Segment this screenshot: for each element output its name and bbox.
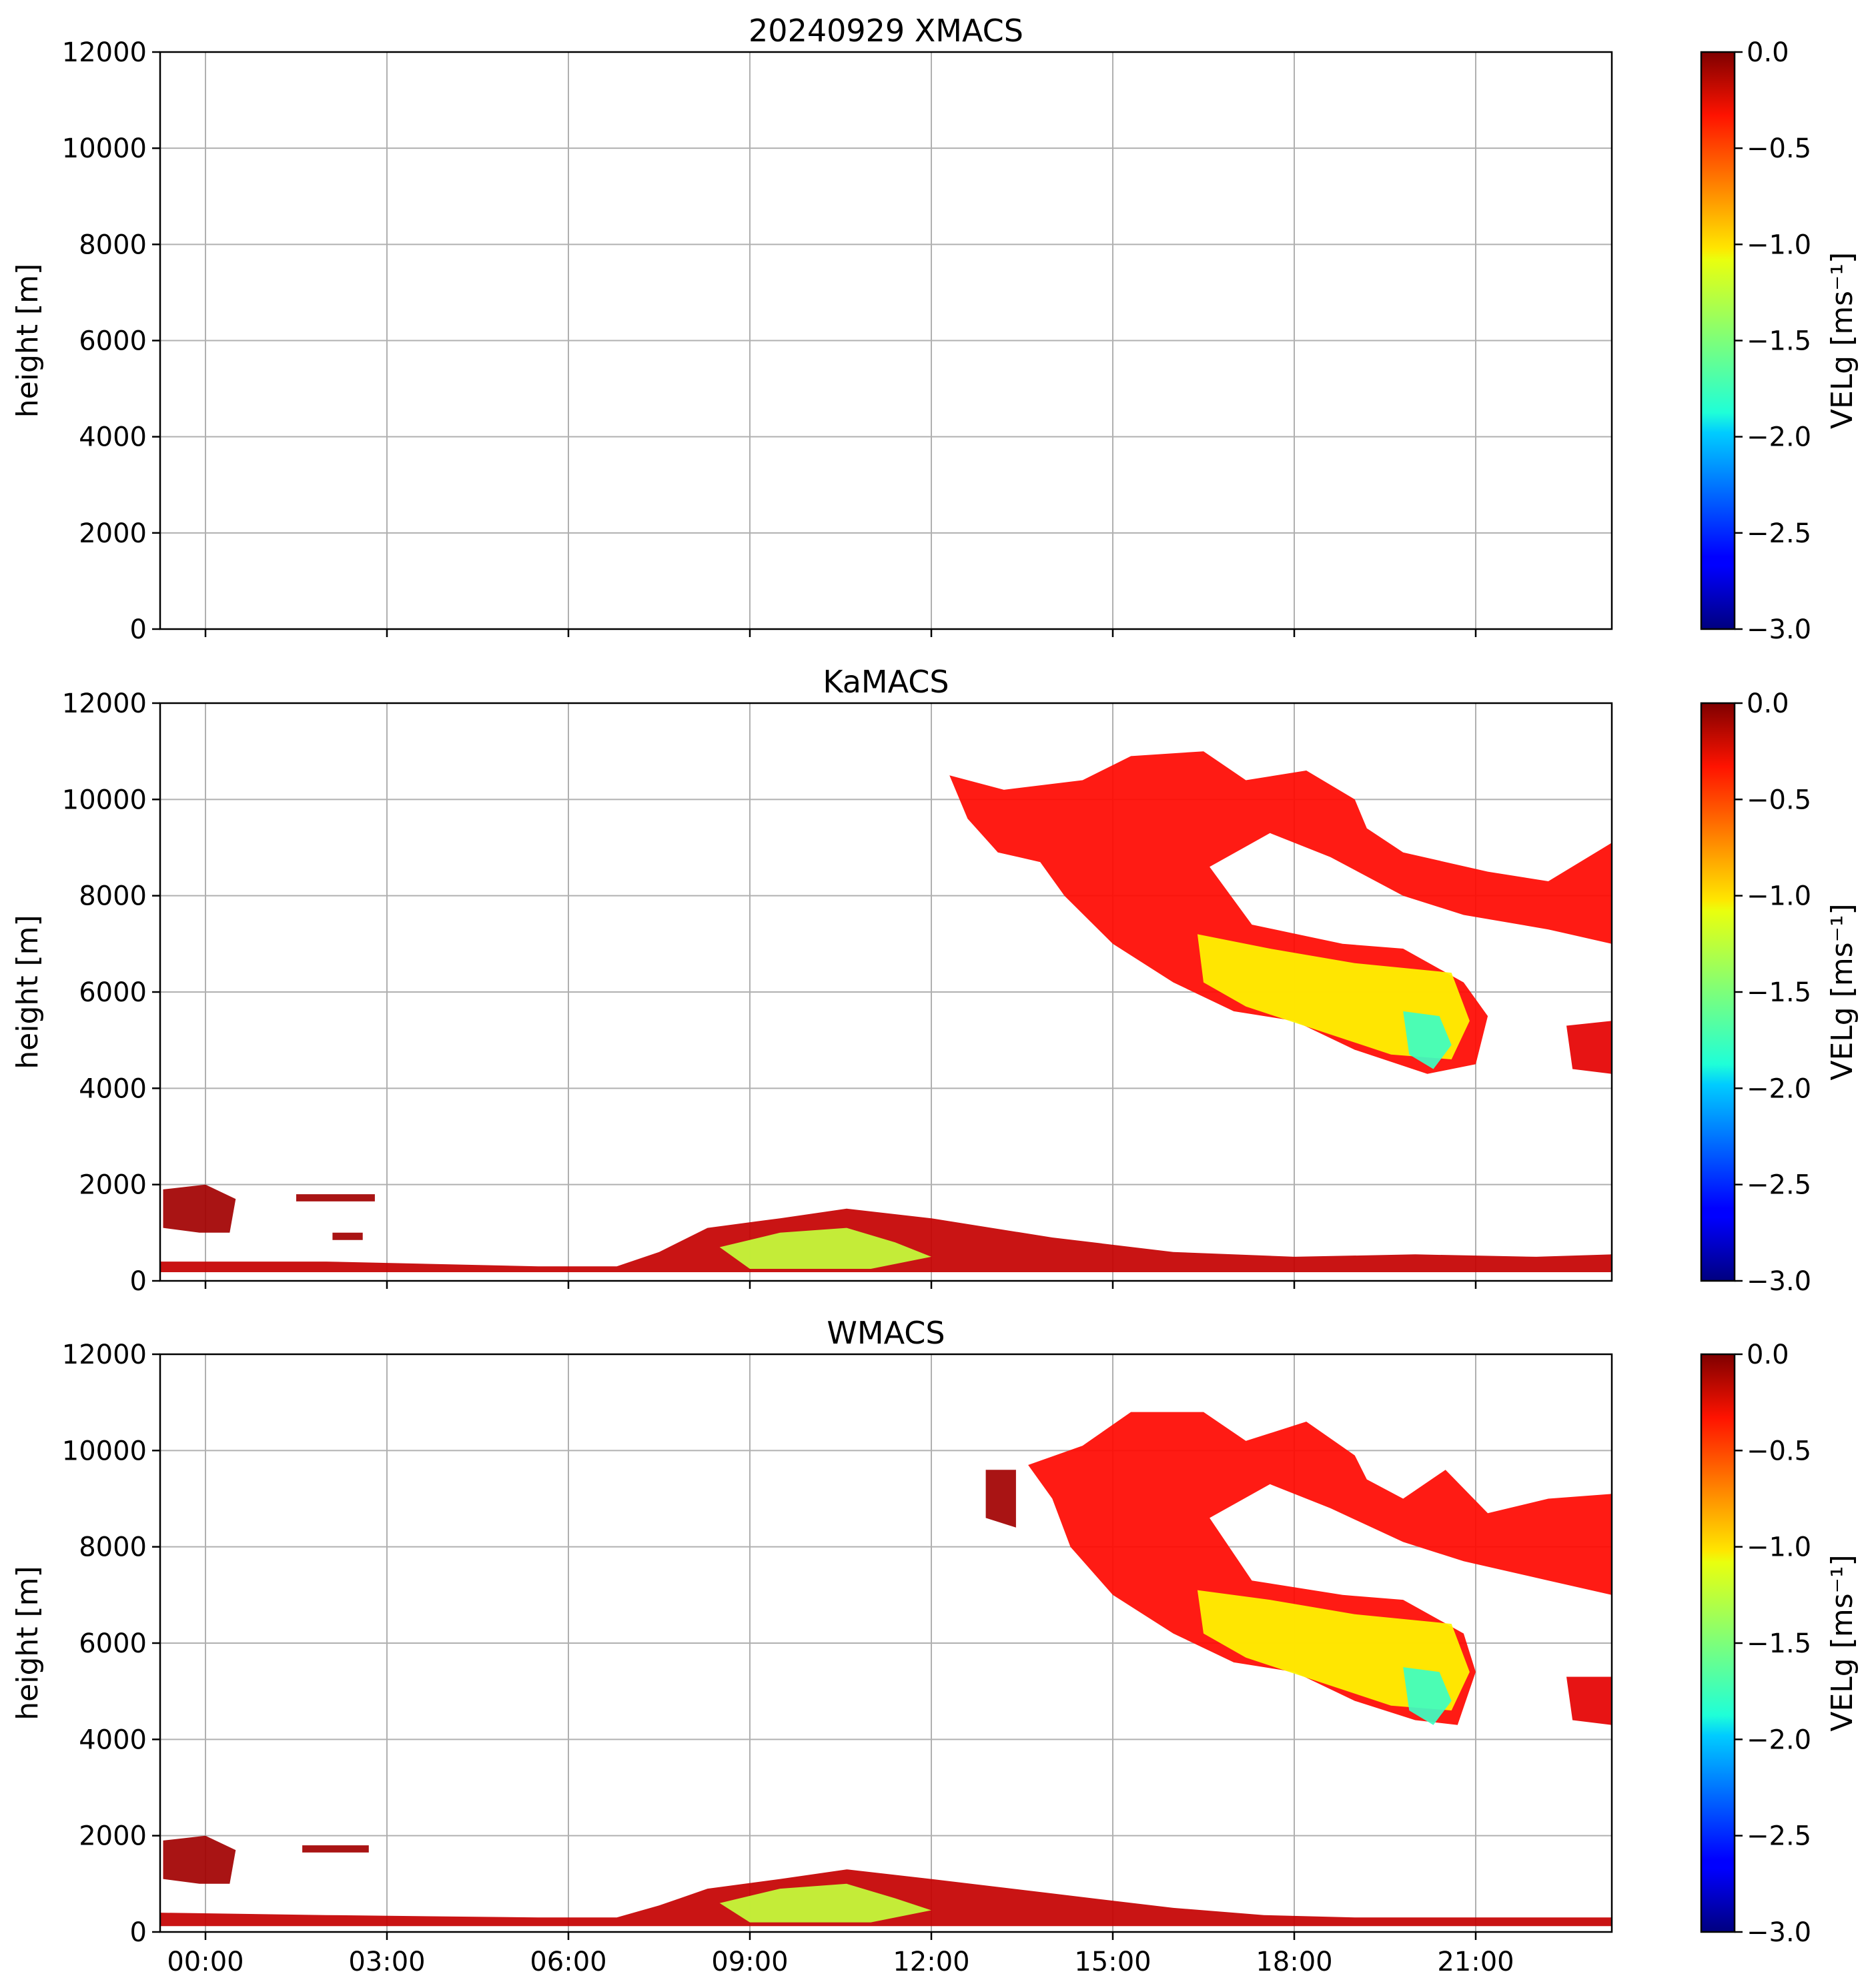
echo-fall-streak-core [1197,1590,1470,1710]
echo-layer [160,751,1612,1272]
echo-low-cloud-blob-1 [163,1184,236,1233]
echo-layer [160,1412,1612,1927]
echo-low-cloud-blob-2 [296,1194,375,1201]
colorbar-tick-label: −2.0 [1747,1724,1811,1755]
y-tick-label: 12000 [62,37,147,68]
colorbar-label: VELg [ms⁻¹] [1825,903,1859,1080]
colorbar-tick-label: −3.0 [1747,1266,1811,1297]
y-tick-label: 2000 [79,1170,147,1201]
y-tick-label: 8000 [79,881,147,912]
colorbar: 0.0 −0.5 −1.0 −1.5 −2.0 −2.5 −3.0 VELg [ms⁻¹] [1700,1340,1859,1948]
colorbar-tick-label: −1.0 [1747,881,1811,912]
colorbar-tick-label: −3.0 [1747,614,1811,645]
colorbar: 0.0 −0.5 −1.0 −1.5 −2.0 −2.5 −3.0 VELg [ms⁻¹] [1700,688,1859,1297]
echo-small-cell-right [1566,1021,1612,1074]
y-tick-label: 12000 [62,688,147,719]
x-tick-label: 00:00 [167,1947,244,1977]
panel-wmacs: 0 2000 4000 6000 8000 10000 12000 00:00 03:00 06:… [11,1315,1859,1977]
x-tick-label: 15:00 [1074,1947,1151,1977]
x-tick-label: 06:00 [530,1947,606,1977]
colorbar-tick-label: −1.0 [1747,229,1811,260]
panel-title: KaMACS [823,664,949,700]
grid [160,51,1612,630]
echo-small-cell-left [985,1470,1016,1528]
x-tick-label: 18:00 [1256,1947,1332,1977]
echo-fall-streak-core [1197,934,1470,1059]
colorbar-label: VELg [ms⁻¹] [1825,1554,1859,1731]
colorbar-tick-label: −1.5 [1747,977,1811,1008]
y-tick-label: 12000 [62,1340,147,1370]
echo-low-cloud-blob-1 [163,1835,236,1884]
panel-kamacs: 0 2000 4000 6000 8000 10000 12000 height [m] KaM… [11,664,1859,1297]
y-axis-label: height [m] [11,1566,45,1720]
colorbar-tick-label: 0.0 [1747,37,1789,68]
colorbar-tick-label: −2.5 [1747,518,1811,549]
y-tick-label: 2000 [79,1821,147,1852]
y-axis-label: height [m] [11,915,45,1069]
y-tick-label: 4000 [79,422,147,453]
colorbar-label: VELg [ms⁻¹] [1825,252,1859,429]
colorbar: 0.0 −0.5 −1.0 −1.5 −2.0 −2.5 −3.0 VELg [ms⁻¹] [1700,37,1859,645]
panel-xmacs: 0 2000 4000 6000 8000 10000 12000 height [m] 202… [11,13,1859,645]
y-tick-label: 6000 [79,326,147,357]
colorbar-tick-label: −2.0 [1747,1073,1811,1104]
colorbar-tick-label: 0.0 [1747,1340,1789,1370]
colorbar-tick-label: −2.0 [1747,422,1811,453]
y-tick-label: 2000 [79,518,147,549]
colorbar-tick-label: −1.5 [1747,326,1811,357]
y-tick-label: 6000 [79,1628,147,1659]
panel-title: 20240929 XMACS [749,13,1023,49]
x-tick-label: 12:00 [893,1947,969,1977]
y-tick-label: 10000 [62,785,147,815]
x-tick-label: 09:00 [711,1947,788,1977]
colorbar-gradient [1700,702,1736,1282]
colorbar-tick-label: −1.5 [1747,1628,1811,1659]
echo-fall-streak-fast [1403,1011,1452,1069]
y-tick-label: 6000 [79,977,147,1008]
y-tick-label: 8000 [79,1532,147,1563]
y-tick-label: 8000 [79,229,147,260]
echo-fall-streak-fast [1403,1667,1452,1725]
y-axis-label: height [m] [11,264,45,418]
y-tick-label: 10000 [62,133,147,164]
y-tick-label: 4000 [79,1073,147,1104]
echo-boundary-layer-fast [719,1883,931,1923]
y-tick-label: 10000 [62,1436,147,1466]
colorbar-tick-label: −3.0 [1747,1917,1811,1948]
colorbar-tick-label: 0.0 [1747,688,1789,719]
colorbar-tick-label: −2.5 [1747,1821,1811,1852]
echo-low-cloud-blob-2 [302,1845,369,1853]
echo-boundary-layer-fast [719,1227,931,1269]
colorbar-gradient [1700,1353,1736,1933]
colorbar-tick-label: −0.5 [1747,1436,1811,1466]
echo-small-cell-right [1566,1676,1612,1725]
y-tick-label: 4000 [79,1724,147,1755]
colorbar-tick-label: −2.5 [1747,1170,1811,1201]
colorbar-tick-label: −1.0 [1747,1532,1811,1563]
y-tick-label: 0 [130,1266,147,1297]
x-tick-label: 21:00 [1437,1947,1514,1977]
echo-low-cloud-blob-3 [332,1232,363,1240]
y-tick-label: 0 [130,614,147,645]
colorbar-gradient [1700,51,1736,630]
echo-upper-cirrus-band [1028,1412,1612,1725]
panel-title: WMACS [827,1315,945,1351]
colorbar-tick-label: −0.5 [1747,133,1811,164]
x-tick-label: 03:00 [348,1947,425,1977]
y-tick-label: 0 [130,1917,147,1948]
colorbar-tick-label: −0.5 [1747,785,1811,815]
